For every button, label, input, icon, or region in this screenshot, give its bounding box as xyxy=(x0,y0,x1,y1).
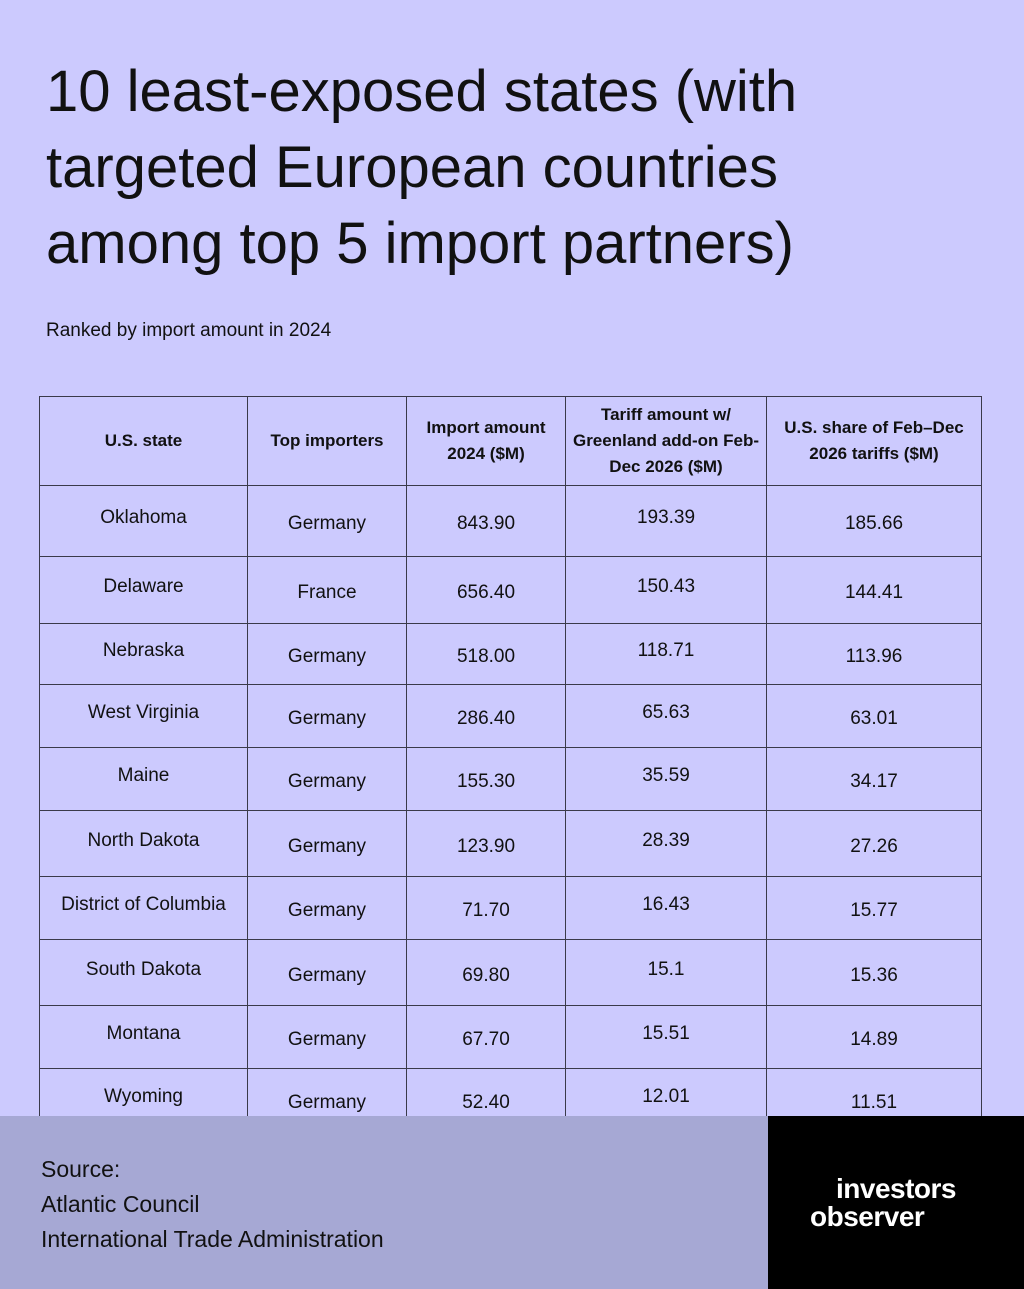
table-row: North Dakota Germany 123.90 28.39 27.26 xyxy=(39,810,982,877)
state-cell: Montana xyxy=(39,1005,248,1069)
tariff-amount-cell: 193.39 xyxy=(565,485,767,557)
us-share-cell: 34.17 xyxy=(766,747,982,811)
tariff-amount-cell: 65.63 xyxy=(565,684,767,748)
table-body: Oklahoma Germany 843.90 193.39 185.66 Delawar… xyxy=(39,485,982,1132)
tariff-amount-cell: 15.51 xyxy=(565,1005,767,1069)
table-row: Montana Germany 67.70 15.51 14.89 xyxy=(39,1005,982,1069)
table-row: District of Columbia Germany 71.70 16.43 15.… xyxy=(39,876,982,940)
source-atlantic-council: Atlantic Council xyxy=(41,1191,200,1217)
us-share-cell: 27.26 xyxy=(766,810,982,877)
top-importer-cell: France xyxy=(247,556,407,624)
state-cell: Delaware xyxy=(39,556,248,624)
state-cell: North Dakota xyxy=(39,810,248,877)
us-share-cell: 113.96 xyxy=(766,623,982,685)
tariff-amount-cell: 35.59 xyxy=(565,747,767,811)
import-amount-cell: 123.90 xyxy=(406,810,566,877)
tariff-amount-cell: 15.1 xyxy=(565,939,767,1006)
us-share-cell: 185.66 xyxy=(766,485,982,557)
import-amount-cell: 69.80 xyxy=(406,939,566,1006)
state-cell: West Virginia xyxy=(39,684,248,748)
us-share-cell: 14.89 xyxy=(766,1005,982,1069)
us-share-cell: 144.41 xyxy=(766,556,982,624)
column-header-top-importers: Top importers xyxy=(247,396,407,486)
table-row: South Dakota Germany 69.80 15.1 15.36 xyxy=(39,939,982,1006)
tariff-amount-cell: 118.71 xyxy=(565,623,767,685)
tariff-amount-cell: 150.43 xyxy=(565,556,767,624)
logo-line-observer: observer xyxy=(810,1201,925,1232)
import-amount-cell: 286.40 xyxy=(406,684,566,748)
import-amount-cell: 518.00 xyxy=(406,623,566,685)
import-amount-cell: 155.30 xyxy=(406,747,566,811)
table-row: West Virginia Germany 286.40 65.63 63.01 xyxy=(39,684,982,748)
state-cell: Nebraska xyxy=(39,623,248,685)
tariff-amount-cell: 28.39 xyxy=(565,810,767,877)
table-row: Delaware France 656.40 150.43 144.41 xyxy=(39,556,982,624)
logo-line-investors: investors xyxy=(836,1173,957,1204)
state-cell: Maine xyxy=(39,747,248,811)
investors-observer-logo: investors observer xyxy=(768,1116,1024,1289)
column-header-tariff-amount: Tariff amount w/ Greenland add-on Feb-De… xyxy=(565,396,767,486)
column-header-us-state: U.S. state xyxy=(39,396,248,486)
import-amount-cell: 843.90 xyxy=(406,485,566,557)
top-importer-cell: Germany xyxy=(247,876,407,940)
table-header-row: U.S. state Top importers Import amount 2… xyxy=(39,396,982,486)
top-importer-cell: Germany xyxy=(247,623,407,685)
top-importer-cell: Germany xyxy=(247,684,407,748)
data-table: U.S. state Top importers Import amount 2… xyxy=(39,396,982,1132)
import-amount-cell: 71.70 xyxy=(406,876,566,940)
state-cell: District of Columbia xyxy=(39,876,248,940)
source-ita: International Trade Administration xyxy=(41,1226,384,1252)
table-row: Maine Germany 155.30 35.59 34.17 xyxy=(39,747,982,811)
top-importer-cell: Germany xyxy=(247,747,407,811)
top-importer-cell: Germany xyxy=(247,810,407,877)
us-share-cell: 15.36 xyxy=(766,939,982,1006)
top-importer-cell: Germany xyxy=(247,1005,407,1069)
state-cell: Oklahoma xyxy=(39,485,248,557)
us-share-cell: 63.01 xyxy=(766,684,982,748)
column-header-us-share: U.S. share of Feb–Dec 2026 tariffs ($M) xyxy=(766,396,982,486)
source-label: Source: xyxy=(41,1156,121,1182)
top-importer-cell: Germany xyxy=(247,939,407,1006)
import-amount-cell: 656.40 xyxy=(406,556,566,624)
us-share-cell: 15.77 xyxy=(766,876,982,940)
table-row: Oklahoma Germany 843.90 193.39 185.66 xyxy=(39,485,982,557)
chart-title: 10 least-exposed states (with targeted E… xyxy=(46,59,798,276)
import-amount-cell: 67.70 xyxy=(406,1005,566,1069)
column-header-import-amount: Import amount 2024 ($M) xyxy=(406,396,566,486)
source-panel: Source: Atlantic Council International T… xyxy=(0,1116,768,1289)
tariff-amount-cell: 16.43 xyxy=(565,876,767,940)
table-row: Nebraska Germany 518.00 118.71 113.96 xyxy=(39,623,982,685)
footer: Source: Atlantic Council International T… xyxy=(0,1116,1024,1289)
chart-subtitle: Ranked by import amount in 2024 xyxy=(46,320,332,341)
state-cell: South Dakota xyxy=(39,939,248,1006)
top-importer-cell: Germany xyxy=(247,485,407,557)
